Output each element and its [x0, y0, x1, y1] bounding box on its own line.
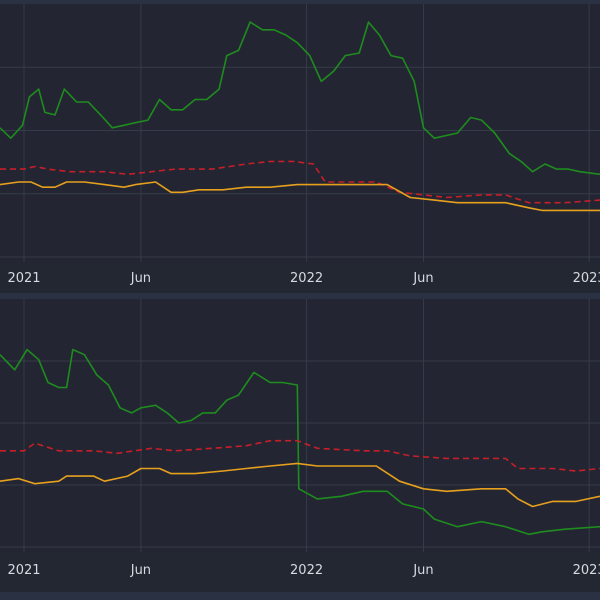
x-tick-label: 2023 [573, 271, 600, 286]
x-tick-label: 2022 [290, 271, 323, 286]
top-separator [0, 0, 600, 4]
middle-separator [0, 293, 600, 299]
chart-panel-top: 2021 Jun 2022 Jun 2023 [0, 4, 600, 286]
bottom-separator [0, 592, 600, 600]
plot-area [0, 4, 600, 262]
x-tick-label: Jun [412, 271, 433, 286]
x-tick-label: Jun [412, 563, 433, 578]
series-line-2 [0, 181, 600, 212]
x-tick-label: 2023 [573, 563, 600, 578]
series-line-0 [0, 348, 600, 536]
x-tick-label: 2021 [7, 271, 40, 286]
series-line-0 [0, 21, 600, 176]
x-tick-label: 2022 [290, 563, 323, 578]
x-tick-label: Jun [130, 563, 151, 578]
series-line-1 [0, 160, 600, 204]
plot-area [0, 299, 600, 552]
series-line-1 [0, 439, 600, 472]
x-tick-label: Jun [130, 271, 151, 286]
series-line-2 [0, 462, 600, 508]
chart-panel-bottom: 2021 Jun 2022 Jun 2023 [0, 299, 600, 578]
x-tick-label: 2021 [7, 563, 40, 578]
